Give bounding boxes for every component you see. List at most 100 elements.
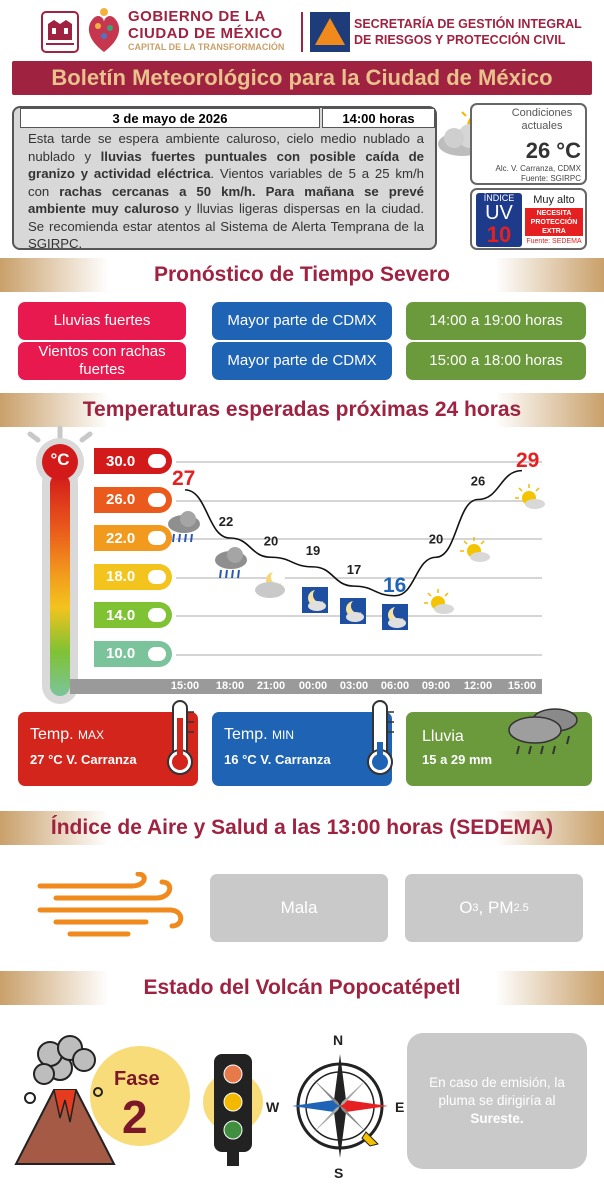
grid-line: [176, 538, 542, 540]
moon-cloud-icon: [340, 598, 366, 624]
uv-source: Fuente: SEDEMA: [526, 238, 582, 245]
grid-line: [176, 576, 542, 579]
max-temp-value: 27 °C V. Carranza: [30, 752, 137, 767]
current-label: Condiciones actuales: [511, 107, 573, 132]
uv-index-box: ÍNDICE UV 10 Muy alto NECESITA PROTECCIÓ…: [470, 188, 587, 250]
grid-line: [176, 499, 542, 502]
min-temp-sub: MIN: [272, 728, 295, 742]
temperature-line-chart: 22 20 19 17 20 26: [168, 469, 545, 630]
compass-n: N: [333, 1032, 344, 1048]
pollutant-o-sub: 3: [472, 902, 479, 914]
hour-label: 21:00: [251, 679, 291, 694]
partly-cloudy-night-icon: [255, 570, 285, 598]
thermometer-icon: [22, 424, 102, 706]
min-temp-value: 16 °C V. Carranza: [224, 752, 331, 767]
phenomenon-wind: Vientos con rachas fuertes: [18, 342, 186, 380]
temperature-value-label: 22: [219, 514, 233, 529]
uv-warning: NECESITA PROTECCIÓN EXTRA: [525, 208, 583, 236]
temperature-line: [184, 469, 523, 597]
bulletin-text: Esta tarde se espera ambiente caluroso, …: [28, 131, 424, 251]
rain-cloud-icon: [215, 547, 247, 579]
plume-note: En caso de emisión, la pluma se dirigirí…: [429, 1075, 565, 1108]
max-temp-sub: MAX: [78, 728, 105, 742]
secretaria-line1: SECRETARÍA DE GESTIÓN INTEGRAL: [354, 17, 582, 31]
rain-value: 15 a 29 mm: [422, 752, 493, 767]
current-source: Fuente: SGIRPC: [520, 174, 581, 183]
moon-cloud-icon: [302, 587, 328, 613]
scale-label: 18.0: [94, 563, 172, 590]
temperature-value-label: 20: [264, 533, 278, 548]
plume-direction-box: En caso de emisión, la pluma se dirigirí…: [407, 1033, 587, 1169]
scale-label: 22.0: [94, 525, 172, 551]
grid-line: [176, 461, 542, 463]
current-temp: 26 °C: [525, 138, 581, 163]
cold-thermometer-icon: [360, 698, 400, 778]
gov-name-line1: GOBIERNO DE LA: [128, 8, 266, 25]
current-conditions-box: Condiciones actuales 26 °C Alc. V. Carra…: [470, 103, 587, 185]
cdmx-logo: [40, 10, 80, 54]
compass-icon: [282, 1030, 402, 1180]
moon-cloud-icon: [382, 604, 408, 630]
compass-e: E: [395, 1099, 405, 1115]
hour-label: 00:00: [293, 679, 333, 694]
temperatures-header: Temperaturas esperadas próximas 24 horas: [0, 393, 604, 427]
uv-value: 10: [486, 222, 512, 247]
min-temp-box: Temp. MIN 16 °C V. Carranza: [212, 712, 392, 786]
traffic-light-icon: [200, 1050, 266, 1170]
hour-label: 15:00: [165, 679, 205, 694]
volcano-icon: [10, 1028, 125, 1168]
pollutant-o: O: [459, 898, 473, 917]
temperature-value-label: 26: [471, 474, 485, 489]
sun-cloud-icon: [424, 589, 454, 614]
phenomenon-rain: Lluvias fuertes: [18, 302, 186, 340]
scale-label: 30.0: [94, 448, 172, 474]
temperature-value-label: 19: [306, 543, 320, 558]
wind-icon: [36, 871, 186, 942]
page-title: Boletín Meteorológico para la Ciudad de …: [12, 61, 592, 95]
hours-wind: 15:00 a 18:00 horas: [406, 342, 586, 380]
plume-direction: Sureste.: [470, 1111, 524, 1126]
min-temp-label: 16: [383, 574, 407, 597]
secretaria-line2: DE RIESGOS Y PROTECCIÓN CIVIL: [354, 33, 566, 47]
bulletin-date: 3 de mayo de 2026: [20, 108, 320, 128]
severe-weather-header: Pronóstico de Tiempo Severo: [0, 258, 604, 292]
volcano-header: Estado del Volcán Popocatépetl: [0, 971, 604, 1005]
uv-label: UV: [485, 202, 513, 224]
air-quality-header: Índice de Aire y Salud a las 13:00 horas…: [0, 811, 604, 845]
hot-thermometer-icon: [160, 698, 200, 778]
sun-cloud-icon: [515, 484, 545, 509]
grid-line: [176, 653, 542, 656]
scale-label: 10.0: [94, 640, 172, 667]
scale-label: 14.0: [94, 602, 172, 628]
rain-cloud-icon: [168, 511, 200, 543]
hour-label: 03:00: [334, 679, 374, 694]
area-rain: Mayor parte de CDMX: [212, 302, 392, 340]
end-temp-label: 29: [516, 449, 540, 472]
pollutant-pm-sub: 2.5: [513, 902, 529, 914]
fase-label: Fase: [114, 1068, 160, 1090]
min-temp-label-text: Temp.: [224, 726, 268, 743]
compass-s: S: [334, 1165, 344, 1181]
temperature-value-label: 17: [347, 562, 361, 577]
hours-rain: 14:00 a 19:00 horas: [406, 302, 586, 340]
sun-cloud-icon: [460, 537, 490, 562]
max-temp-box: Temp. MAX 27 °C V. Carranza: [18, 712, 198, 786]
rain-clouds-icon: [503, 702, 583, 758]
air-quality-value: Mala: [210, 874, 388, 942]
fase-circle: [90, 1046, 190, 1146]
max-temp-label: 27: [172, 467, 196, 490]
temperature-value-label: 20: [429, 531, 443, 546]
fase-value: 2: [122, 1091, 148, 1143]
protection-civil-logo: [310, 12, 350, 52]
hour-label: 18:00: [210, 679, 250, 694]
uv-level: Muy alto: [533, 194, 575, 206]
header-divider: [301, 12, 303, 52]
scale-label: 26.0: [94, 486, 172, 513]
area-wind: Mayor parte de CDMX: [212, 342, 392, 380]
max-temp-label-text: Temp.: [30, 726, 74, 743]
compass-w: W: [266, 1099, 280, 1115]
celsius-unit-icon: °C: [50, 450, 70, 469]
heart-logo: [84, 6, 124, 56]
